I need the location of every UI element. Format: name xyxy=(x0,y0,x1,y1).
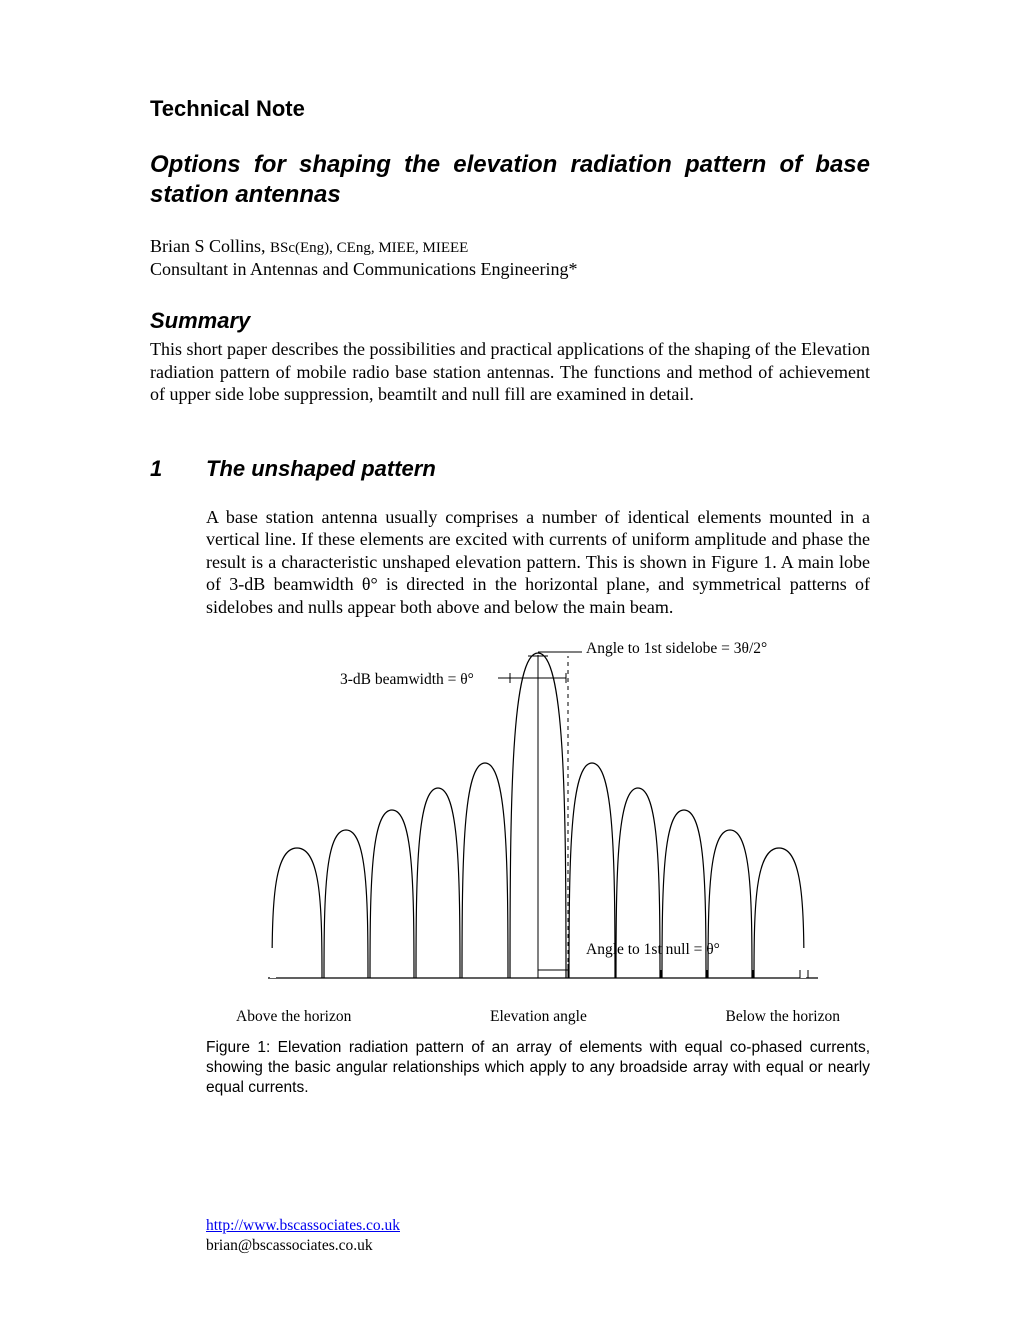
paper-title: Options for shaping the elevation radiat… xyxy=(150,150,870,210)
svg-text:Angle to 1st sidelobe = 3θ/2°: Angle to 1st sidelobe = 3θ/2° xyxy=(586,640,767,657)
axis-label-left: Above the horizon xyxy=(236,1008,351,1026)
footer-url-link[interactable]: http://www.bscassociates.co.uk xyxy=(206,1217,400,1234)
author-credentials: BSc(Eng), CEng, MIEE, MIEEE xyxy=(270,240,468,256)
footer-email: brian@bscassociates.co.uk xyxy=(206,1237,373,1254)
author-affiliation: Consultant in Antennas and Communication… xyxy=(150,259,870,280)
svg-text:Angle to 1st null = θ°: Angle to 1st null = θ° xyxy=(586,941,720,958)
figure-caption: Figure 1: Elevation radiation pattern of… xyxy=(206,1038,870,1098)
figure-1: 3-dB beamwidth = θ° Angle to 1st sidelobe… xyxy=(206,638,870,1098)
axis-labels-row: Above the horizon Elevation angle Below … xyxy=(236,1008,840,1026)
technical-note-heading: Technical Note xyxy=(150,96,870,122)
summary-body: This short paper describes the possibili… xyxy=(150,338,870,406)
axis-label-center: Elevation angle xyxy=(490,1008,587,1026)
section-number: 1 xyxy=(150,456,206,482)
footer: http://www.bscassociates.co.uk brian@bsc… xyxy=(206,1216,400,1256)
section-heading: 1 The unshaped pattern xyxy=(150,456,870,482)
section-body: A base station antenna usually comprises… xyxy=(206,506,870,619)
summary-heading: Summary xyxy=(150,308,870,334)
radiation-pattern-diagram: 3-dB beamwidth = θ° Angle to 1st sidelobe… xyxy=(238,638,838,998)
section-title: The unshaped pattern xyxy=(206,456,436,482)
author-line: Brian S Collins, BSc(Eng), CEng, MIEE, M… xyxy=(150,236,870,257)
author-name: Brian S Collins, xyxy=(150,236,270,256)
axis-label-right: Below the horizon xyxy=(725,1008,840,1026)
svg-text:3-dB beamwidth = θ°: 3-dB beamwidth = θ° xyxy=(340,671,474,688)
